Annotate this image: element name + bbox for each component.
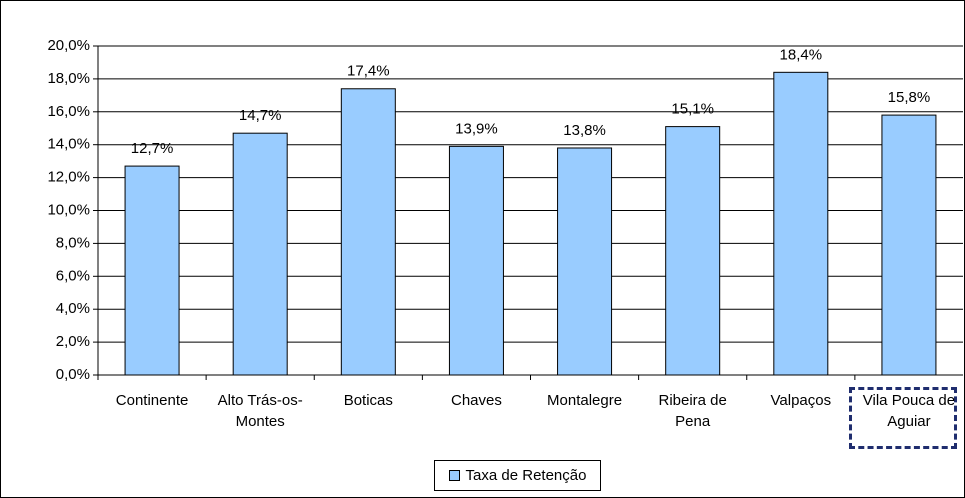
y-tick-label: 6,0% bbox=[56, 267, 90, 284]
bar bbox=[124, 165, 180, 376]
y-tick-label: 16,0% bbox=[47, 103, 90, 120]
y-tick-label: 10,0% bbox=[47, 201, 90, 218]
highlight-box bbox=[849, 387, 957, 449]
y-tick-label: 14,0% bbox=[47, 136, 90, 153]
legend: Taxa de Retenção bbox=[434, 460, 601, 491]
bar bbox=[881, 114, 937, 376]
x-tick-label: Alto Trás-os-Montes bbox=[217, 392, 303, 430]
bar bbox=[665, 126, 721, 376]
x-tick-label: Ribeira de Pena bbox=[658, 392, 727, 430]
x-tick-label: Chaves bbox=[451, 392, 502, 409]
bar bbox=[773, 71, 829, 376]
bar bbox=[557, 147, 613, 376]
y-tick-label: 8,0% bbox=[56, 234, 90, 251]
value-label: 14,7% bbox=[239, 107, 282, 124]
legend-swatch bbox=[448, 470, 460, 481]
value-label: 15,8% bbox=[888, 89, 931, 106]
x-tick-label: Montalegre bbox=[547, 392, 623, 409]
y-tick-label: 2,0% bbox=[56, 333, 90, 350]
value-label: 17,4% bbox=[347, 63, 390, 80]
y-tick-label: 0,0% bbox=[56, 366, 90, 383]
y-tick-label: 12,0% bbox=[47, 169, 90, 186]
y-tick-label: 4,0% bbox=[56, 300, 90, 317]
value-label: 18,4% bbox=[780, 46, 823, 63]
value-label: 15,1% bbox=[671, 101, 714, 118]
bar bbox=[340, 88, 396, 376]
bar bbox=[232, 132, 288, 376]
y-tick-label: 20,0% bbox=[47, 37, 90, 54]
bar bbox=[448, 145, 504, 376]
y-tick-label: 18,0% bbox=[47, 70, 90, 87]
x-tick-label: Boticas bbox=[343, 392, 393, 409]
legend-label: Taxa de Retenção bbox=[465, 467, 587, 484]
value-label: 13,9% bbox=[455, 120, 498, 137]
x-tick-label: Vila Pouca de Aguiar bbox=[862, 392, 956, 430]
x-tick-label: Valpaços bbox=[770, 392, 832, 409]
value-label: 13,8% bbox=[563, 122, 606, 139]
value-label: 12,7% bbox=[131, 140, 174, 157]
x-tick-label: Continente bbox=[115, 392, 189, 409]
